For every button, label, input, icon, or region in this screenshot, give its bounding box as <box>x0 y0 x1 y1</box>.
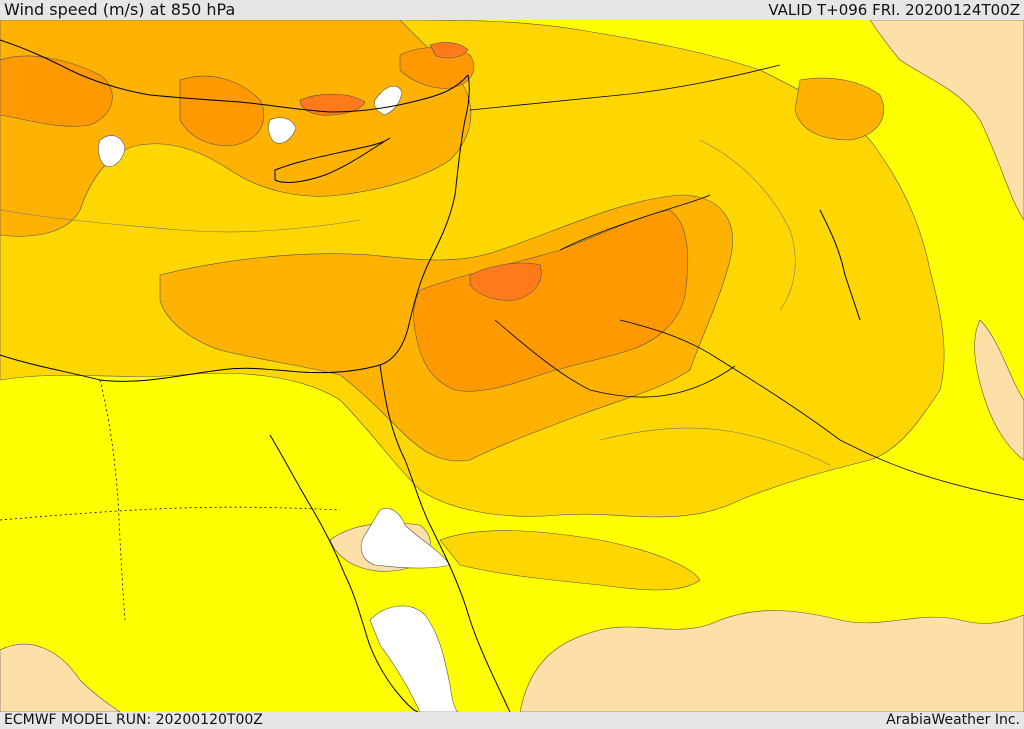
contour-line-1 <box>0 209 361 233</box>
border-egypt-sudan <box>0 506 341 521</box>
field-gold-south <box>439 530 701 591</box>
border-iraq-saudi <box>619 319 1024 501</box>
contour-line-2 <box>599 427 831 466</box>
field-calm-redsea-south <box>369 605 459 712</box>
field-orange-anatolia <box>179 75 265 146</box>
field-calm-aegean <box>98 135 126 167</box>
credit-label: ArabiaWeather Inc. <box>886 712 1020 728</box>
field-orange-aegean <box>0 55 113 127</box>
coastline-sinai-west <box>269 434 366 631</box>
footer-bar: ECMWF MODEL RUN: 20200120T00Z ArabiaWeat… <box>0 712 1024 729</box>
border-egypt-libya <box>99 379 126 621</box>
border-jordan-saudi <box>494 319 736 398</box>
wind-speed-map <box>0 20 1024 712</box>
field-light-southeast <box>519 610 1024 712</box>
model-run-label: ECMWF MODEL RUN: 20200120T00Z <box>4 712 263 728</box>
coastline-turkey <box>0 39 469 113</box>
valid-time: VALID T+096 FRI. 20200124T00Z <box>768 1 1020 19</box>
field-light-southwest <box>0 643 121 712</box>
border-turkey-syria <box>469 64 781 111</box>
field-calm-redsea-north <box>360 508 451 569</box>
field-calm-crete <box>268 117 297 144</box>
coastline-cyprus <box>274 137 391 183</box>
contour-line-3 <box>699 139 796 311</box>
field-orange-light-east <box>794 77 885 141</box>
field-light-east <box>869 20 1024 221</box>
field-light-east-lower <box>974 319 1024 461</box>
coastline-sinai-east <box>379 364 511 712</box>
coastline-gulf <box>819 209 861 321</box>
border-syria-iraq <box>559 194 711 251</box>
field-orange-dark-north <box>429 41 469 59</box>
map-title: Wind speed (m/s) at 850 hPa <box>4 0 236 19</box>
coastline-levant <box>409 74 470 321</box>
header-bar: Wind speed (m/s) at 850 hPa VALID T+096 … <box>0 0 1024 20</box>
coastline-redsea-west <box>364 629 419 712</box>
field-orange-dark-core <box>469 262 542 301</box>
